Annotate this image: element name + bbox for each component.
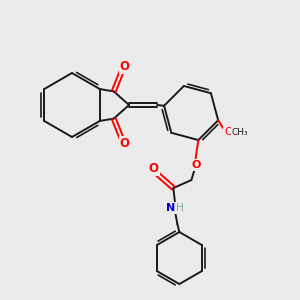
Text: O: O bbox=[120, 60, 130, 73]
Text: N: N bbox=[166, 203, 175, 213]
Text: O: O bbox=[120, 137, 130, 150]
Text: O: O bbox=[192, 160, 201, 170]
Text: CH₃: CH₃ bbox=[232, 128, 248, 137]
Text: O: O bbox=[224, 127, 232, 137]
Text: O: O bbox=[148, 161, 158, 175]
Text: H: H bbox=[176, 203, 184, 213]
